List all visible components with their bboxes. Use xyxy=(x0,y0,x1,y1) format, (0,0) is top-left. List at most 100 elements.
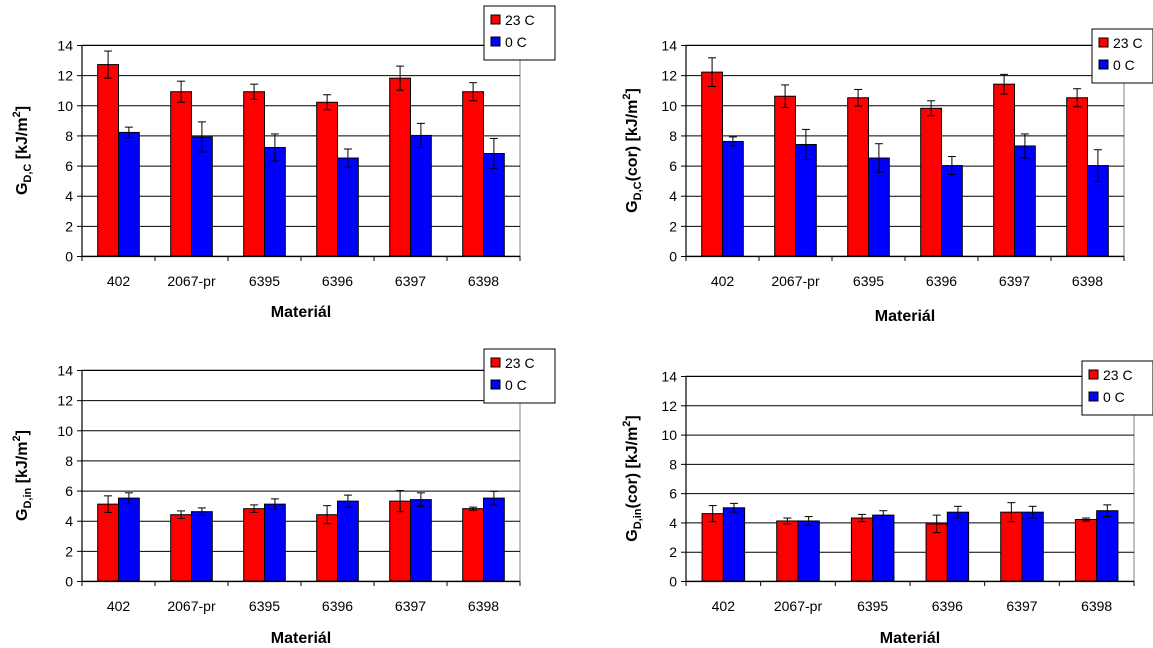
x-tick-label: 6397 xyxy=(395,598,426,614)
error-bar xyxy=(396,490,405,513)
bar-23C-6396 xyxy=(316,101,339,257)
y-tick-label: 14 xyxy=(661,369,677,385)
error-bar xyxy=(729,502,738,513)
error-bar xyxy=(197,507,206,516)
error-bar xyxy=(932,514,941,534)
chart-1: 0 2 4 6 8 10 12 14 402 2067-pr 6395 6396 6397 6398 Mat… xyxy=(11,5,556,321)
bar-0C-6396 xyxy=(337,500,359,582)
x-tick-label: 402 xyxy=(107,273,131,289)
bar-23C-6398 xyxy=(462,508,485,582)
error-bar xyxy=(953,505,962,519)
bar-0C-6397 xyxy=(410,499,432,582)
y-tick-label: 8 xyxy=(65,453,73,469)
x-axis-title: Materiál xyxy=(271,304,331,321)
error-bar xyxy=(804,516,813,526)
bar-0C-6395 xyxy=(264,146,286,257)
y-tick-label: 10 xyxy=(57,423,73,439)
bar-23C-6397 xyxy=(1000,511,1023,582)
error-bar xyxy=(416,492,425,507)
x-axis-title: Materiál xyxy=(875,308,935,325)
x-tick-label: 6398 xyxy=(1072,273,1103,289)
y-tick-label: 6 xyxy=(65,483,73,499)
error-bar xyxy=(781,84,790,109)
bar-0C-2067-pr xyxy=(191,511,213,582)
bar-23C-2067-pr xyxy=(170,514,193,582)
error-bar xyxy=(270,133,279,162)
plot-area xyxy=(685,44,1125,257)
y-axis-title: GD,C(cor) [kJ/m2] xyxy=(621,88,644,213)
bar-23C-402 xyxy=(97,503,119,582)
legend-label: 23 C xyxy=(1113,35,1143,51)
legend-swatch xyxy=(490,14,501,25)
error-bar xyxy=(858,513,867,523)
y-tick-label: 2 xyxy=(65,218,73,234)
legend-swatch xyxy=(1098,59,1109,70)
bar-0C-6396 xyxy=(941,165,963,257)
bar-23C-6395 xyxy=(850,517,874,582)
x-tick-label: 2067-pr xyxy=(167,273,216,289)
legend-swatch xyxy=(490,357,501,368)
error-bar xyxy=(927,100,936,117)
bar-23C-6396 xyxy=(920,107,943,257)
legend: 23 C 0 C xyxy=(1081,360,1153,416)
error-bar xyxy=(270,498,279,510)
x-tick-label: 2067-pr xyxy=(771,273,820,289)
bar-23C-2067-pr xyxy=(774,95,797,257)
x-tick-label: 6396 xyxy=(932,598,963,614)
bar-23C-6395 xyxy=(847,97,870,257)
error-bar xyxy=(124,126,133,139)
error-bar xyxy=(1020,133,1029,159)
error-bar xyxy=(801,128,810,161)
y-tick-label: 12 xyxy=(57,393,73,409)
x-axis-title: Materiál xyxy=(880,630,940,647)
bar-23C-2067-pr xyxy=(776,520,799,582)
bar-23C-402 xyxy=(701,513,724,582)
y-tick-label: 6 xyxy=(65,158,73,174)
error-bar xyxy=(783,517,792,525)
y-tick-label: 10 xyxy=(57,98,73,114)
error-bar xyxy=(1082,517,1091,522)
chart-3: 0 2 4 6 8 10 12 14 402 2067-pr 6395 6396 6397 6398 Mat… xyxy=(11,348,556,647)
x-tick-label: 402 xyxy=(711,273,735,289)
x-tick-label: 6398 xyxy=(1081,598,1112,614)
bar-23C-6397 xyxy=(389,500,412,582)
error-bar xyxy=(250,504,259,513)
y-tick-label: 8 xyxy=(669,456,677,472)
error-bar xyxy=(177,510,186,519)
bar-0C-2067-pr xyxy=(191,136,213,257)
legend-label: 0 C xyxy=(1113,57,1135,73)
legend-label: 0 C xyxy=(505,34,527,50)
error-bar xyxy=(947,156,956,176)
legend-label: 0 C xyxy=(505,377,527,393)
error-bar xyxy=(416,122,425,148)
y-tick-label: 14 xyxy=(57,363,73,379)
legend-swatch xyxy=(490,36,501,47)
legend-label: 0 C xyxy=(1103,389,1125,405)
x-tick-label: 6397 xyxy=(999,273,1030,289)
x-tick-label: 6395 xyxy=(853,273,884,289)
x-tick-label: 6396 xyxy=(322,273,353,289)
y-axis-title: GD,in [kJ/m2] xyxy=(11,430,34,521)
x-tick-label: 6395 xyxy=(857,598,888,614)
y-tick-label: 4 xyxy=(669,188,677,204)
bar-23C-402 xyxy=(701,71,724,257)
bar-23C-2067-pr xyxy=(170,91,193,257)
error-bar xyxy=(197,121,206,153)
y-tick-label: 0 xyxy=(65,249,73,265)
error-bar xyxy=(104,495,113,513)
y-tick-label: 0 xyxy=(669,574,677,590)
bar-0C-6397 xyxy=(1014,145,1036,257)
x-tick-label: 6397 xyxy=(1006,598,1037,614)
legend-label: 23 C xyxy=(505,12,535,28)
y-tick-label: 0 xyxy=(669,249,677,265)
error-bar xyxy=(708,505,717,523)
chart-2: 0 2 4 6 8 10 12 14 402 2067-pr 6395 6396 6397 6398 Mat… xyxy=(621,28,1153,325)
y-tick-label: 4 xyxy=(65,188,73,204)
bar-0C-6396 xyxy=(337,157,359,257)
plot-area xyxy=(81,369,521,582)
x-tick-label: 402 xyxy=(712,598,736,614)
y-tick-label: 2 xyxy=(669,544,677,560)
x-tick-label: 6396 xyxy=(322,598,353,614)
legend: 23 C 0 C xyxy=(1091,28,1153,84)
y-tick-label: 6 xyxy=(669,158,677,174)
